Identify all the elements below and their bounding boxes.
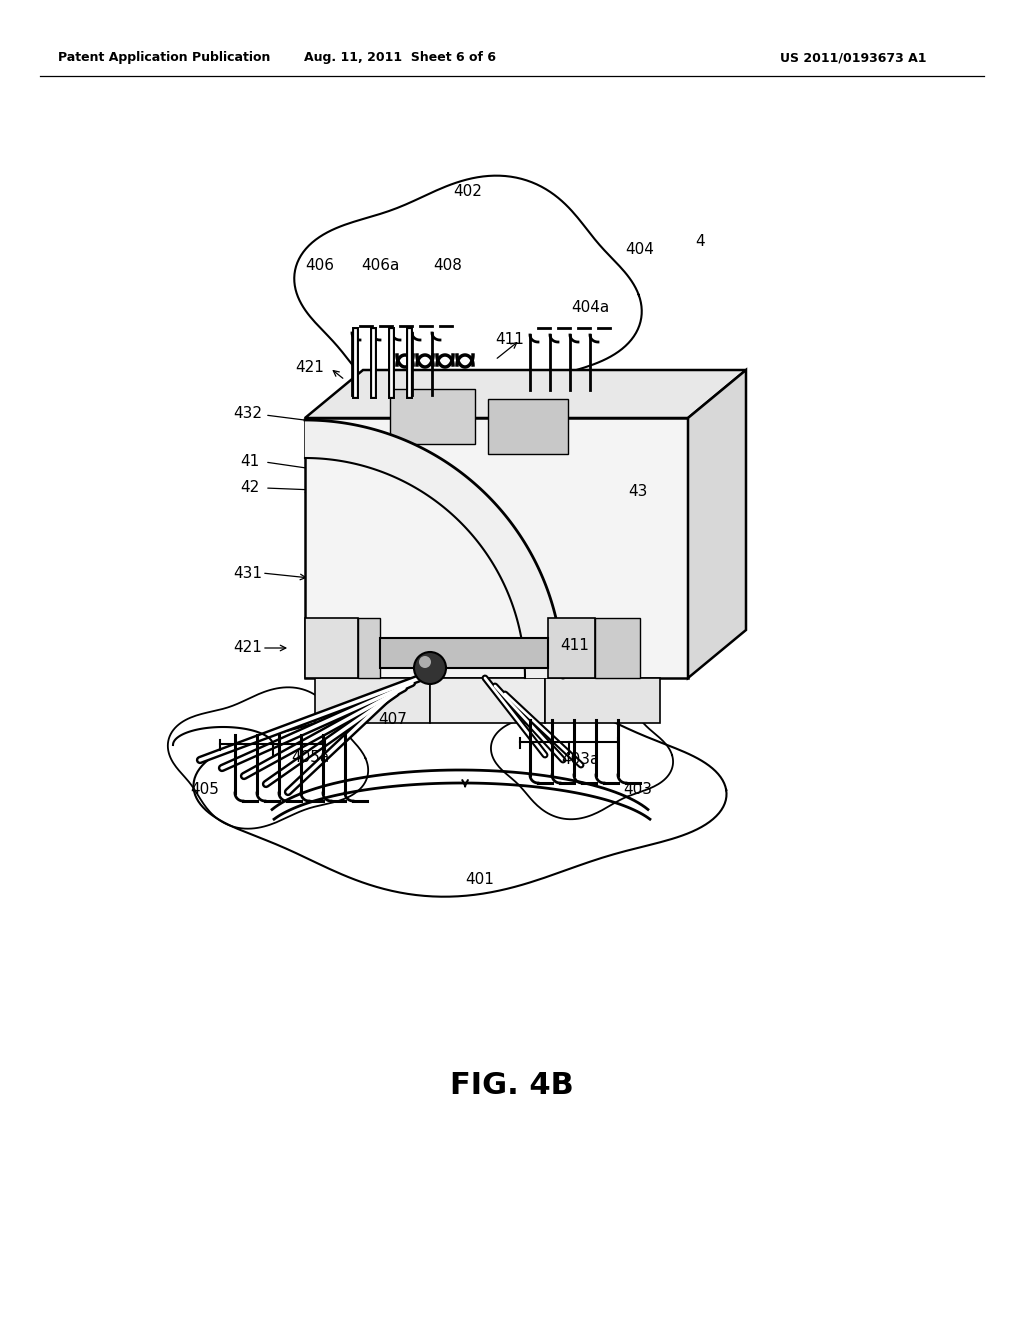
- Polygon shape: [168, 688, 369, 829]
- Circle shape: [419, 656, 431, 668]
- Polygon shape: [548, 618, 595, 678]
- Text: 43: 43: [629, 484, 648, 499]
- Text: FIG. 4B: FIG. 4B: [451, 1071, 573, 1100]
- Text: 411: 411: [496, 333, 524, 347]
- Text: 407: 407: [379, 713, 408, 727]
- Polygon shape: [294, 176, 642, 414]
- Text: 42: 42: [241, 480, 260, 495]
- Text: 401: 401: [466, 873, 495, 887]
- Polygon shape: [490, 690, 673, 820]
- Polygon shape: [430, 678, 545, 723]
- Text: 421: 421: [296, 360, 325, 375]
- Polygon shape: [688, 370, 746, 678]
- Polygon shape: [488, 399, 568, 454]
- Text: Aug. 11, 2011  Sheet 6 of 6: Aug. 11, 2011 Sheet 6 of 6: [304, 51, 496, 65]
- Polygon shape: [194, 684, 726, 896]
- Text: 421: 421: [233, 640, 262, 656]
- Text: 405: 405: [190, 783, 219, 797]
- Polygon shape: [305, 618, 358, 678]
- Polygon shape: [315, 678, 430, 723]
- Text: 402: 402: [454, 185, 482, 199]
- Polygon shape: [595, 618, 640, 678]
- Text: 432: 432: [233, 405, 262, 421]
- Text: 403a: 403a: [561, 752, 599, 767]
- Polygon shape: [380, 638, 548, 668]
- Polygon shape: [390, 389, 475, 445]
- Circle shape: [414, 652, 446, 684]
- Text: 406: 406: [305, 257, 335, 272]
- Text: 406a: 406a: [360, 257, 399, 272]
- Polygon shape: [305, 420, 563, 678]
- Text: US 2011/0193673 A1: US 2011/0193673 A1: [780, 51, 927, 65]
- Text: 431: 431: [233, 565, 262, 581]
- Text: 411: 411: [560, 638, 590, 652]
- Text: 403: 403: [624, 783, 652, 797]
- Text: 404: 404: [626, 243, 654, 257]
- Text: 4: 4: [695, 235, 705, 249]
- Text: 405a: 405a: [291, 751, 329, 766]
- Text: 404a: 404a: [570, 301, 609, 315]
- Polygon shape: [358, 618, 380, 678]
- Polygon shape: [305, 370, 746, 418]
- Text: 41: 41: [241, 454, 260, 470]
- Polygon shape: [305, 418, 688, 678]
- Polygon shape: [545, 678, 660, 723]
- Text: Patent Application Publication: Patent Application Publication: [58, 51, 270, 65]
- Text: 408: 408: [433, 257, 463, 272]
